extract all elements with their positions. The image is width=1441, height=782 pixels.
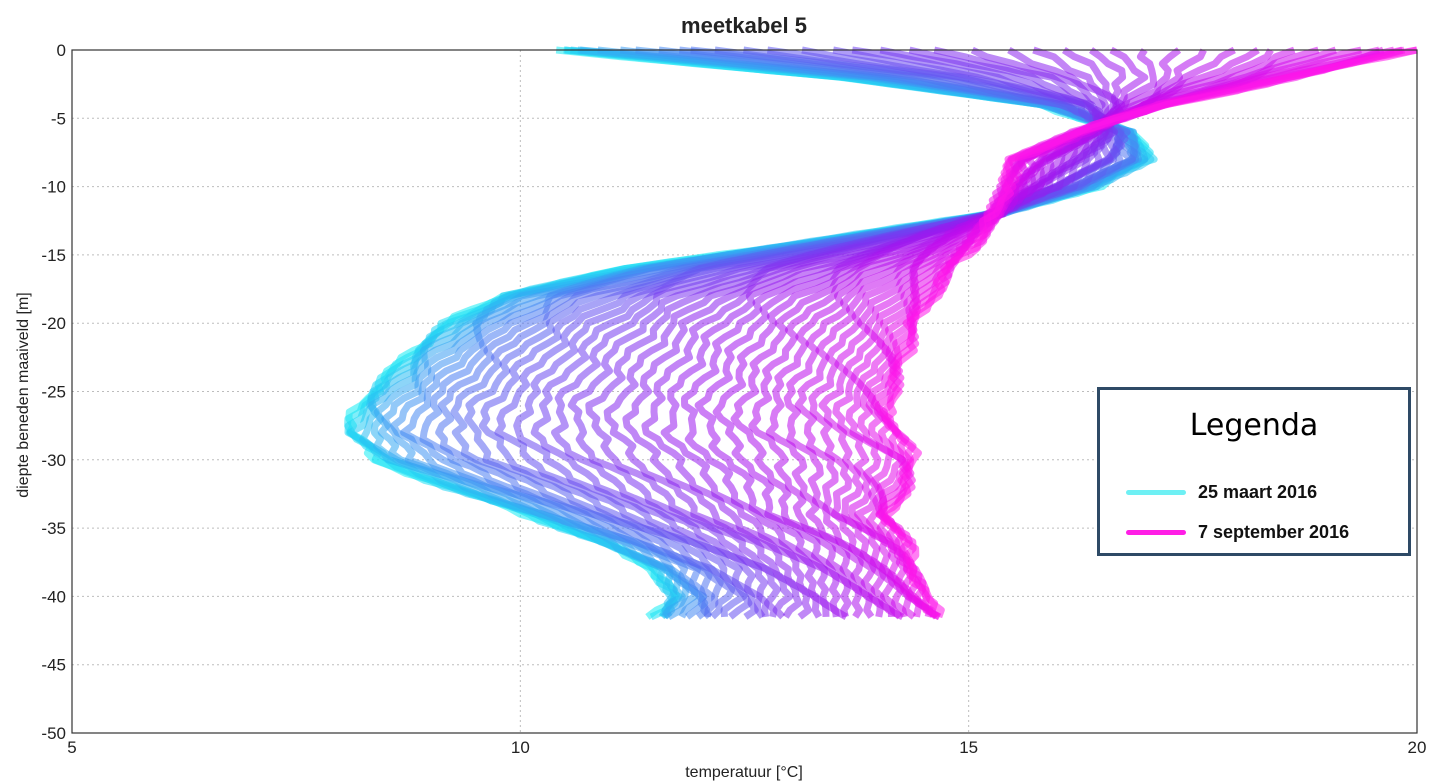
legend-swatch-maart [1126,489,1186,495]
tick-labels: 5 10 15 20 0 -5 -10 -15 -20 -25 -30 -35 -40 -45 -50 [41,41,1426,757]
chart-title: meetkabel 5 [681,13,807,38]
profile-line [513,46,1121,620]
x-tick-label: 10 [511,738,530,757]
y-tick-label: -10 [41,178,66,197]
legend-item-maart: 25 maart 2016 [1126,480,1317,504]
profile-line [641,46,1118,619]
y-tick-label: -25 [41,383,66,402]
profile-line [622,46,1110,620]
x-tick-label: 20 [1408,738,1427,757]
profile-line [660,47,1126,618]
x-tick-label: 5 [67,738,76,757]
temperature-profiles [344,46,1418,621]
legend-item-september: 7 september 2016 [1126,520,1349,544]
legend-swatch-september [1126,529,1186,535]
plot-frame [71,49,1418,734]
y-axis-label: diepte beneden maaiveld [m] [15,292,32,497]
y-tick-label: -50 [41,724,66,743]
profile-line [845,46,1362,618]
y-tick-label: -35 [41,519,66,538]
legend-title: Legenda [1189,408,1319,443]
y-tick-label: -20 [41,314,66,333]
legend-label-september: 7 september 2016 [1198,521,1350,542]
y-tick-label: -45 [41,656,66,675]
legend-label-maart: 25 maart 2016 [1198,481,1318,502]
y-tick-label: -30 [41,451,66,470]
profile-line [400,46,1140,620]
y-tick-label: -15 [41,246,66,265]
y-tick-label: -5 [51,109,66,128]
profile-line [765,46,1236,618]
profile-line [494,46,1126,620]
y-tick-label: -40 [41,587,66,606]
x-axis-label: temperatuur [°C] [685,764,803,781]
profile-line [603,46,1110,619]
profile-line-september [880,46,1418,619]
y-tick-label: 0 [57,41,66,60]
legend: Legenda 25 maart 2016 7 september 2016 [1097,387,1411,556]
x-tick-label: 15 [959,738,978,757]
